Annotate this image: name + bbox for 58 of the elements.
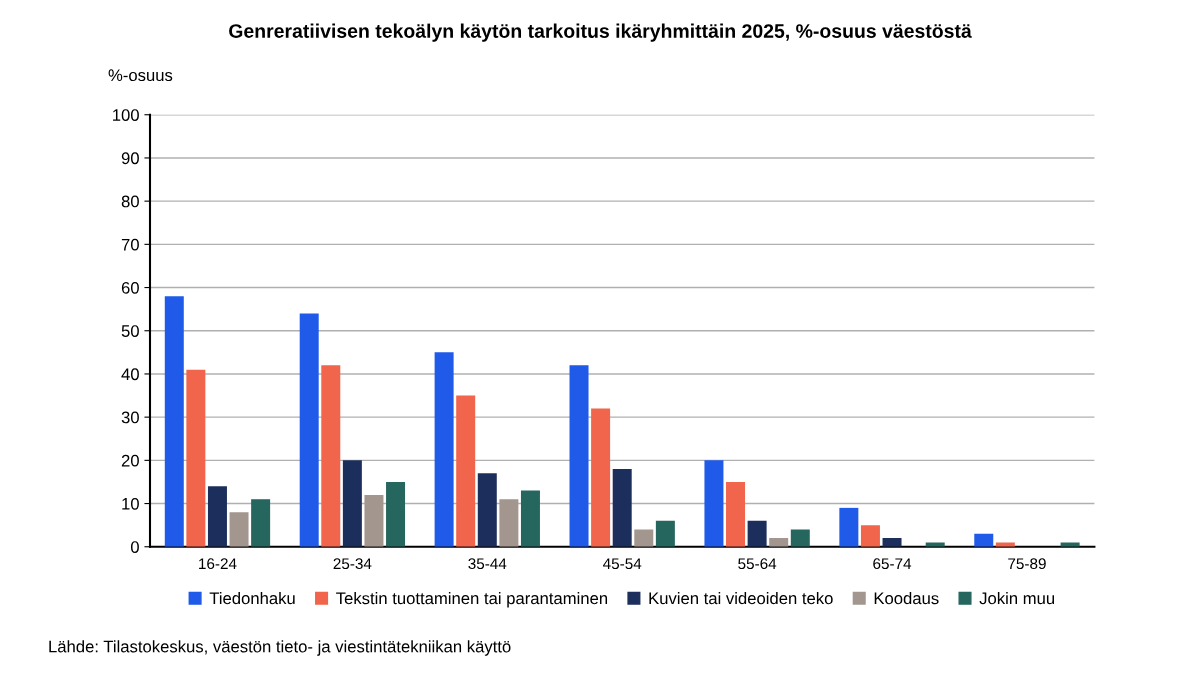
legend-label: Jokin muu [979,591,1055,605]
bar [726,481,746,547]
bar [974,533,994,547]
x-tick-label: 55-64 [738,558,777,570]
y-tick-label: 20 [121,454,139,467]
legend-label: Koodaus [874,591,939,605]
y-axis-title: %-osuus [108,69,173,82]
chart-title: Genreratiivisen tekoälyn käytön tarkoitus ikäryhmittäin 2025, %-osuus väestöstä [229,23,972,42]
legend-label: Tekstin tuottaminen tai parantaminen [336,591,608,608]
bar [569,365,589,547]
y-tick-label: 90 [121,152,139,165]
bar [321,365,341,547]
bar [342,460,362,547]
bar [882,538,902,547]
bar [591,408,611,547]
bar [477,473,497,547]
y-tick-label: 60 [121,281,139,294]
bar [229,512,249,547]
y-tick-label: 50 [121,325,139,337]
bar [925,542,945,547]
bar [386,481,406,547]
y-tick-label: 100 [113,109,139,121]
bar [456,395,476,547]
y-tick-label: 0 [130,541,139,553]
x-tick-label: 75-89 [1008,558,1046,570]
bar [186,369,206,547]
x-tick-label: 35-44 [468,558,507,570]
bar [207,486,227,547]
y-tick-label: 40 [121,368,139,381]
bar [499,499,519,547]
bar [655,520,675,547]
bar [251,499,271,547]
legend-label: Tiedonhaku [209,591,295,605]
bar [747,520,767,547]
x-tick-label: 45-54 [603,558,642,570]
legend-label: Kuvien tai videoiden teko [649,591,833,605]
bar [634,529,654,547]
bar [1060,542,1080,547]
bar [364,494,384,547]
y-tick-label: 80 [121,195,139,208]
bar [860,525,880,547]
x-tick-label: 65-74 [873,558,912,570]
x-tick-label: 16-24 [199,558,237,570]
text: Lähde: Tilastokeskus, väestön tieto- ja viestintätekniikan käyttö [49,640,511,656]
y-tick-label: 70 [121,238,139,251]
bar [612,468,632,547]
bar [790,529,810,547]
y-tick-label: 30 [121,411,139,424]
bar [769,538,789,547]
bar [839,507,859,547]
bar [704,460,724,547]
bar [434,352,454,547]
x-tick-label: 25-34 [333,558,372,570]
bar [520,490,540,547]
bar [299,313,319,547]
bar [164,296,184,547]
y-tick-label: 10 [122,497,139,510]
bar [995,542,1015,547]
